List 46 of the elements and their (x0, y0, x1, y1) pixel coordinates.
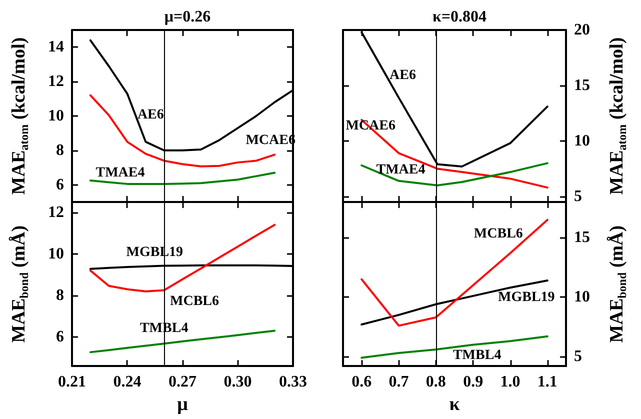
x-tick-label: 0.7 (388, 374, 409, 391)
y2-tick-label: 20 (574, 22, 590, 38)
x-tick-label: 0.33 (279, 374, 307, 391)
series-label: AE6 (137, 107, 164, 122)
y-tick-label: 10 (48, 108, 64, 124)
x-tick-label: 1.1 (537, 374, 558, 391)
y-tick-label: 12 (48, 204, 64, 221)
y2-tick-label: 15 (574, 76, 590, 94)
y2-tick-label: 5 (574, 348, 582, 366)
y-tick-label: 14 (48, 38, 64, 56)
y2-axis-title: MAEbond (mÅ) (606, 225, 629, 343)
x-tick-label: 0.8 (426, 374, 446, 391)
y-tick-label: 8 (56, 286, 64, 304)
chart-title: κ=0.804 (432, 8, 486, 26)
y-tick-label: 10 (48, 245, 64, 262)
line-series (89, 224, 276, 292)
x-tick-label: 0.30 (224, 374, 252, 391)
y-tick-label: 8 (56, 142, 64, 159)
x-axis-title: μ (177, 394, 188, 415)
y2-tick-label: 5 (574, 188, 582, 205)
x-tick-label: 0.21 (58, 374, 86, 391)
x-axis-title: κ (449, 394, 460, 415)
x-tick-label: 1.0 (500, 374, 520, 391)
series-label: TMAE4 (376, 162, 426, 178)
y-axis-title: MAEatom (kcal/mol) (8, 37, 31, 195)
y-axis-title: MAEbond (mÅ) (8, 225, 31, 343)
x-tick-label: 0.27 (168, 374, 196, 391)
y2-tick-label: 15 (574, 229, 590, 246)
series-label: TMBL4 (452, 348, 502, 364)
series-label: MCBL6 (474, 226, 523, 242)
line-series (360, 162, 548, 186)
series-label: AE6 (390, 68, 416, 84)
x-tick-label: 0.24 (113, 374, 142, 391)
y2-tick-label: 10 (574, 132, 590, 150)
line-series (360, 335, 548, 359)
y2-axis-title: MAEatom (kcal/mol) (606, 37, 629, 195)
y-tick-label: 6 (56, 176, 64, 194)
series-label: MCBL6 (170, 294, 219, 309)
x-tick-label: 0.9 (463, 374, 484, 391)
series-label: TMAE4 (96, 165, 145, 180)
chart-title: μ=0.26 (164, 8, 211, 26)
x-tick-label: 0.6 (352, 374, 372, 391)
y-tick-label: 12 (48, 73, 64, 90)
series-label: MGBL19 (498, 290, 555, 305)
y2-tick-label: 10 (574, 288, 590, 306)
y-tick-label: 6 (56, 328, 64, 346)
